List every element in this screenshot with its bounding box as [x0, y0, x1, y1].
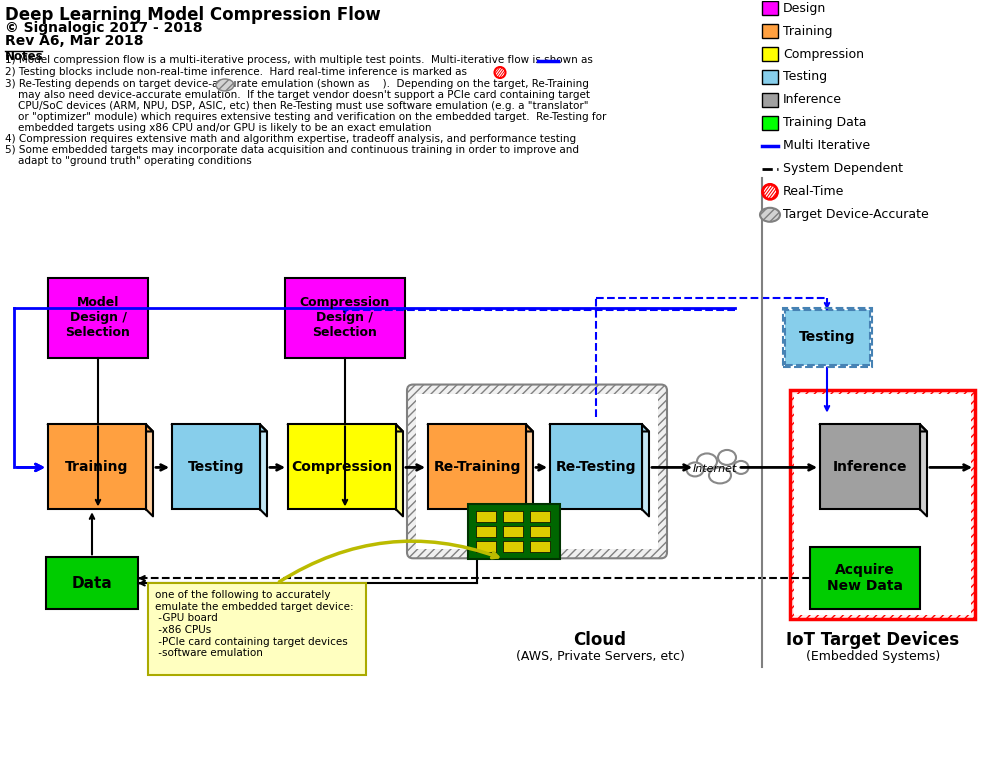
Text: Cloud: Cloud	[573, 631, 626, 650]
Text: Training Data: Training Data	[782, 117, 866, 129]
FancyBboxPatch shape	[475, 526, 496, 537]
Polygon shape	[259, 425, 267, 516]
FancyBboxPatch shape	[503, 541, 523, 553]
FancyBboxPatch shape	[761, 47, 777, 61]
Ellipse shape	[696, 453, 716, 469]
Text: Notes: Notes	[5, 50, 43, 63]
Text: Internet: Internet	[692, 465, 737, 475]
Text: System Dependent: System Dependent	[782, 162, 902, 176]
FancyBboxPatch shape	[48, 278, 148, 357]
Text: Design: Design	[782, 2, 825, 14]
Text: © Signalogic 2017 - 2018: © Signalogic 2017 - 2018	[5, 21, 202, 35]
FancyBboxPatch shape	[428, 425, 526, 509]
Circle shape	[762, 185, 777, 199]
Polygon shape	[172, 425, 267, 431]
Text: or "optimizer" module) which requires extensive testing and verification on the : or "optimizer" module) which requires ex…	[5, 112, 605, 122]
FancyBboxPatch shape	[288, 425, 395, 509]
FancyBboxPatch shape	[789, 390, 974, 619]
FancyBboxPatch shape	[793, 394, 970, 615]
FancyBboxPatch shape	[415, 394, 658, 550]
FancyBboxPatch shape	[46, 557, 138, 609]
Polygon shape	[549, 425, 649, 431]
Text: Multi Iterative: Multi Iterative	[782, 139, 870, 152]
Text: Testing: Testing	[799, 330, 855, 344]
Text: 4) Compression requires extensive math and algorithm expertise, tradeoff analysi: 4) Compression requires extensive math a…	[5, 134, 576, 144]
Circle shape	[494, 67, 505, 78]
FancyBboxPatch shape	[148, 583, 366, 675]
FancyBboxPatch shape	[529, 512, 549, 522]
Text: Model
Design /
Selection: Model Design / Selection	[65, 296, 130, 339]
Polygon shape	[819, 425, 926, 431]
Text: (AWS, Private Servers, etc): (AWS, Private Servers, etc)	[515, 650, 683, 663]
Polygon shape	[395, 425, 402, 516]
Polygon shape	[48, 425, 153, 431]
FancyBboxPatch shape	[761, 1, 777, 15]
Text: Testing: Testing	[782, 70, 826, 83]
Ellipse shape	[717, 450, 736, 465]
Text: Testing: Testing	[187, 460, 244, 474]
Ellipse shape	[708, 467, 731, 484]
Text: Acquire
New Data: Acquire New Data	[826, 563, 902, 593]
Polygon shape	[641, 425, 649, 516]
Ellipse shape	[733, 461, 747, 474]
Text: Data: Data	[72, 576, 112, 590]
Text: Deep Learning Model Compression Flow: Deep Learning Model Compression Flow	[5, 6, 381, 24]
Text: Inference: Inference	[832, 460, 906, 474]
Text: Compression: Compression	[291, 460, 392, 474]
Text: Inference: Inference	[782, 93, 841, 107]
Polygon shape	[288, 425, 402, 431]
FancyBboxPatch shape	[48, 425, 146, 509]
Text: Target Device-Accurate: Target Device-Accurate	[782, 208, 928, 221]
FancyBboxPatch shape	[467, 504, 559, 559]
Text: one of the following to accurately
emulate the embedded target device:
 -GPU boa: one of the following to accurately emula…	[155, 590, 353, 659]
FancyBboxPatch shape	[761, 70, 777, 84]
FancyBboxPatch shape	[761, 116, 777, 130]
Text: Real-Time: Real-Time	[782, 185, 843, 198]
Polygon shape	[919, 425, 926, 516]
Ellipse shape	[686, 463, 703, 476]
Text: Training: Training	[65, 460, 128, 474]
FancyBboxPatch shape	[406, 385, 667, 559]
FancyBboxPatch shape	[761, 24, 777, 38]
FancyBboxPatch shape	[810, 547, 919, 609]
Text: embedded targets using x86 CPU and/or GPU is likely to be an exact emulation: embedded targets using x86 CPU and/or GP…	[5, 123, 431, 133]
Text: CPU/SoC devices (ARM, NPU, DSP, ASIC, etc) then Re-Testing must use software emu: CPU/SoC devices (ARM, NPU, DSP, ASIC, et…	[5, 101, 588, 111]
Text: 2) Testing blocks include non-real-time inference.  Hard real-time inference is : 2) Testing blocks include non-real-time …	[5, 67, 469, 77]
Polygon shape	[428, 425, 532, 431]
Text: Re-Testing: Re-Testing	[555, 460, 636, 474]
FancyBboxPatch shape	[784, 310, 869, 365]
FancyBboxPatch shape	[529, 541, 549, 553]
Polygon shape	[526, 425, 532, 516]
Text: Rev A6, Mar 2018: Rev A6, Mar 2018	[5, 34, 143, 48]
FancyBboxPatch shape	[475, 512, 496, 522]
Polygon shape	[146, 425, 153, 516]
Text: (Embedded Systems): (Embedded Systems)	[805, 650, 940, 663]
Text: Compression
Design /
Selection: Compression Design / Selection	[300, 296, 389, 339]
Text: may also need device-accurate emulation.  If the target vendor doesn't support a: may also need device-accurate emulation.…	[5, 90, 590, 100]
FancyBboxPatch shape	[172, 425, 259, 509]
FancyBboxPatch shape	[819, 425, 919, 509]
Text: adapt to "ground truth" operating conditions: adapt to "ground truth" operating condit…	[5, 156, 251, 166]
FancyBboxPatch shape	[761, 93, 777, 107]
Ellipse shape	[216, 79, 234, 91]
Ellipse shape	[759, 208, 779, 222]
FancyBboxPatch shape	[475, 541, 496, 553]
Text: 1) Model compression flow is a multi-iterative process, with multiple test point: 1) Model compression flow is a multi-ite…	[5, 55, 596, 65]
Text: Compression: Compression	[782, 48, 863, 61]
Text: IoT Target Devices: IoT Target Devices	[786, 631, 958, 650]
FancyBboxPatch shape	[285, 278, 404, 357]
Text: Re-Training: Re-Training	[433, 460, 521, 474]
FancyBboxPatch shape	[503, 526, 523, 537]
Text: Training: Training	[782, 24, 831, 38]
Text: 3) Re-Testing depends on target device-accurate emulation (shown as    ).  Depen: 3) Re-Testing depends on target device-a…	[5, 79, 589, 89]
FancyBboxPatch shape	[529, 526, 549, 537]
FancyBboxPatch shape	[503, 512, 523, 522]
FancyBboxPatch shape	[549, 425, 641, 509]
Text: 5) Some embedded targets may incorporate data acquisition and continuous trainin: 5) Some embedded targets may incorporate…	[5, 145, 579, 155]
